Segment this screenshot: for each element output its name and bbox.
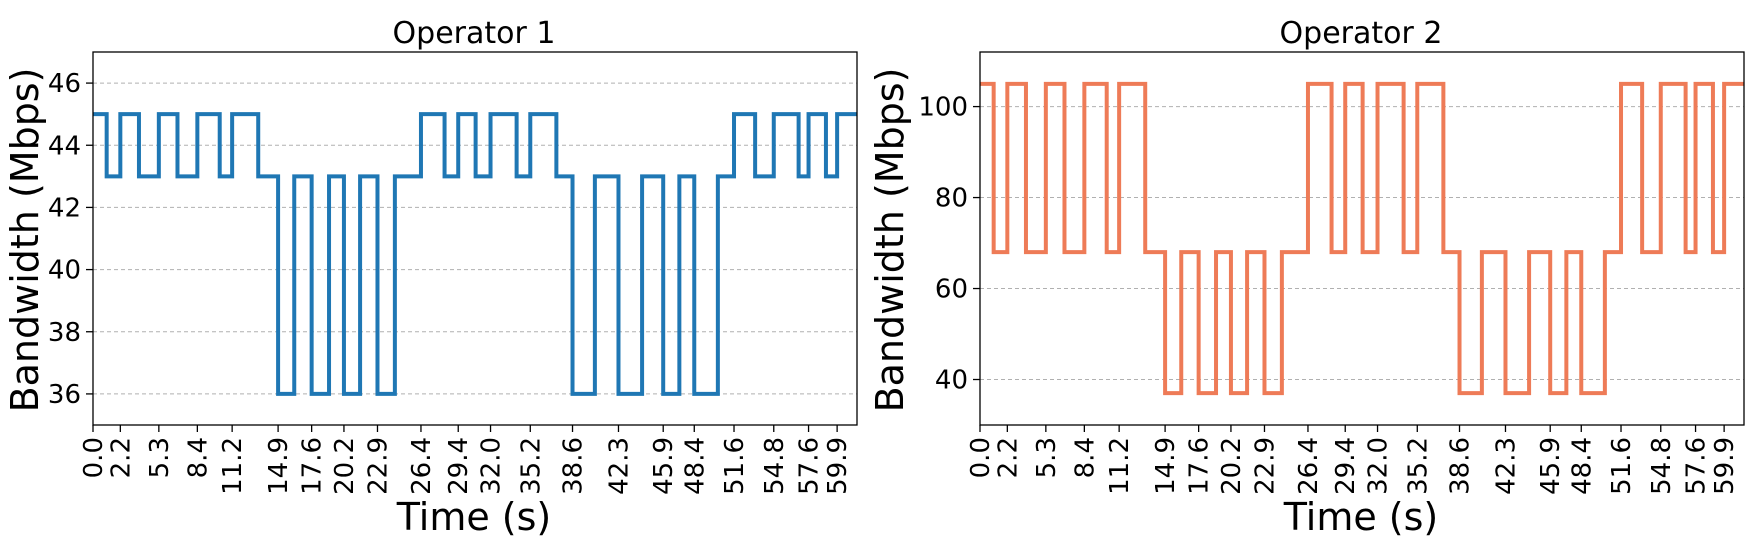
y-tick-label: 36 <box>48 380 81 410</box>
x-axis-label: Time (s) <box>1283 495 1439 539</box>
x-tick-label: 48.4 <box>680 437 710 495</box>
x-tick-label: 45.9 <box>1536 437 1566 495</box>
x-tick-label: 11.2 <box>1105 437 1135 495</box>
y-axis-label: Bandwidth (Mbps) <box>868 68 912 413</box>
y-tick-label: 80 <box>935 184 968 214</box>
x-tick-label: 2.2 <box>993 437 1023 478</box>
x-tick-label: 5.3 <box>1032 437 1062 478</box>
x-tick-label: 59.9 <box>1710 437 1740 495</box>
y-tick-label: 40 <box>935 366 968 396</box>
x-tick-label: 38.6 <box>559 437 589 495</box>
y-axis: 40 60 80 100 <box>918 93 980 396</box>
y-tick-label: 44 <box>48 131 81 161</box>
series-layer <box>93 112 857 396</box>
bandwidth-step-line <box>93 112 857 396</box>
x-tick-label: 2.2 <box>106 437 136 478</box>
x-tick-label: 32.0 <box>477 437 507 495</box>
x-tick-label: 17.6 <box>298 437 328 495</box>
x-tick-label: 8.4 <box>1070 437 1100 478</box>
x-tick-label: 5.3 <box>145 437 175 478</box>
x-tick-label: 35.2 <box>1403 437 1433 495</box>
y-tick-label: 60 <box>935 275 968 305</box>
y-tick-label: 40 <box>48 256 81 286</box>
x-tick-label: 17.6 <box>1185 437 1215 495</box>
x-tick-label: 11.2 <box>218 437 248 495</box>
x-tick-label: 54.8 <box>1647 437 1677 495</box>
plot-frame <box>979 51 1745 426</box>
x-tick-label: 8.4 <box>183 437 213 478</box>
x-tick-label: 42.3 <box>604 437 634 495</box>
x-tick-label: 42.3 <box>1491 437 1521 495</box>
x-tick-label: 35.2 <box>516 437 546 495</box>
x-tick-label: 20.2 <box>330 437 360 495</box>
x-tick-label: 22.9 <box>1250 437 1280 495</box>
x-tick-label: 29.4 <box>1331 437 1361 495</box>
operator-1-chart: Operator 1 Bandwidth (Mbps) Time (s) 363… <box>3 16 858 539</box>
y-axis: 36 38 40 42 44 46 <box>48 69 93 410</box>
x-tick-label: 20.2 <box>1217 437 1247 495</box>
x-tick-label: 45.9 <box>649 437 679 495</box>
x-axis: 0.02.2 5.3 8.4 11.2 14.9 17.6 20.2 22.9 26.4 29.4… <box>966 425 1740 495</box>
x-tick-label: 57.6 <box>795 437 825 495</box>
y-tick-label: 100 <box>918 93 968 123</box>
y-axis-label: Bandwidth (Mbps) <box>3 68 47 413</box>
plot-frame <box>92 51 858 426</box>
x-tick-label: 48.4 <box>1567 437 1597 495</box>
x-tick-label: 14.9 <box>1151 437 1181 495</box>
x-axis-label: Time (s) <box>396 495 552 539</box>
y-tick-label: 38 <box>48 318 81 348</box>
chart-title: Operator 2 <box>1280 16 1443 51</box>
x-tick-label: 29.4 <box>444 437 474 495</box>
x-tick-label: 32.0 <box>1364 437 1394 495</box>
x-tick-label: 38.6 <box>1446 437 1476 495</box>
x-tick-label: 57.6 <box>1682 437 1712 495</box>
x-tick-label: 51.6 <box>1607 437 1637 495</box>
x-tick-label: 14.9 <box>264 437 294 495</box>
x-axis: 0.02.2 5.3 8.4 11.2 14.9 17.6 20.2 22.9 26.4 29.4… <box>79 425 853 495</box>
x-tick-label: 26.4 <box>407 437 437 495</box>
x-tick-label: 0.0 <box>966 437 996 478</box>
operator-2-chart: Operator 2 Bandwidth (Mbps) Time (s) 40 6… <box>868 16 1745 539</box>
y-tick-label: 46 <box>48 69 81 99</box>
y-tick-label: 42 <box>48 193 81 223</box>
x-tick-label: 0.0 <box>79 437 109 478</box>
x-tick-label: 26.4 <box>1294 437 1324 495</box>
chart-title: Operator 1 <box>393 16 556 51</box>
series-layer <box>980 81 1744 396</box>
x-tick-label: 22.9 <box>363 437 393 495</box>
x-tick-label: 51.6 <box>720 437 750 495</box>
x-tick-label: 54.8 <box>760 437 790 495</box>
x-tick-label: 59.9 <box>823 437 853 495</box>
bandwidth-step-line <box>980 81 1744 396</box>
